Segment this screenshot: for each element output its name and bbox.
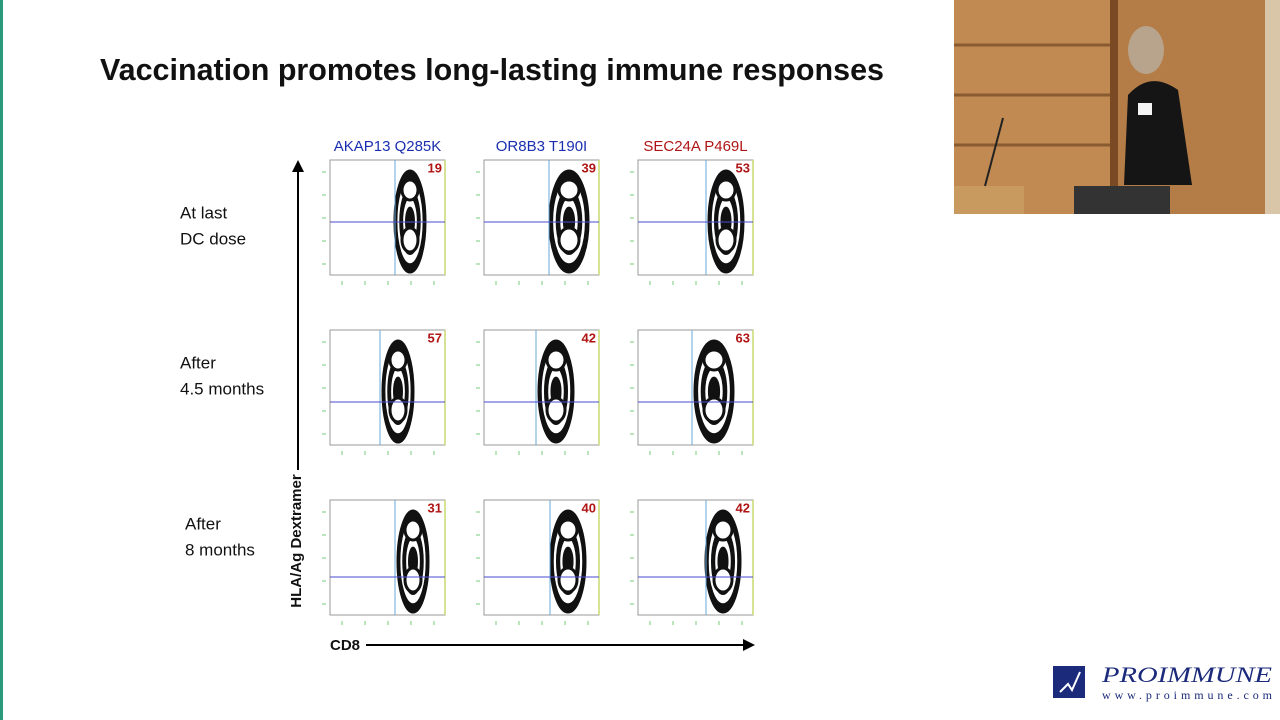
- contour: [702, 396, 726, 424]
- row-label: 4.5 months: [180, 379, 264, 398]
- contour: [400, 178, 420, 202]
- row-label: After: [180, 353, 216, 372]
- flow-plot: 31: [322, 499, 446, 625]
- contour: [715, 226, 737, 254]
- contour: [712, 566, 734, 594]
- flow-plot: 39: [476, 159, 600, 285]
- contour: [557, 566, 579, 594]
- percentage: 42: [736, 500, 750, 515]
- percentage: 63: [736, 330, 750, 345]
- flow-plot: 19: [322, 159, 446, 285]
- flow-plot: 40: [476, 499, 600, 625]
- axes: [292, 160, 755, 651]
- left-edge: [0, 0, 3, 720]
- x-axis-label: CD8: [330, 637, 360, 654]
- percentage: 19: [428, 160, 442, 175]
- contour: [545, 348, 567, 372]
- contour: [557, 518, 579, 542]
- flow-plot: 53: [630, 159, 754, 285]
- contour: [403, 566, 423, 594]
- column-header: AKAP13 Q285K: [334, 138, 442, 155]
- contour: [557, 178, 581, 202]
- flow-plot: 42: [476, 329, 600, 455]
- percentage: 57: [428, 330, 442, 345]
- contour: [388, 348, 408, 372]
- percentage: 39: [582, 160, 596, 175]
- flow-plot: 63: [630, 329, 754, 455]
- contour: [702, 348, 726, 372]
- percentage: 42: [582, 330, 596, 345]
- contour: [712, 518, 734, 542]
- row-label: 8 months: [185, 540, 255, 559]
- slide-title: Vaccination promotes long-lasting immune…: [100, 52, 884, 87]
- percentage: 40: [582, 500, 596, 515]
- logo-name: PROIMMUNE: [1101, 662, 1273, 687]
- contour: [557, 226, 581, 254]
- logo: PROIMMUNE www.proimmune.com: [1053, 662, 1273, 702]
- plot-frame: [329, 159, 446, 276]
- flow-plot: 42: [630, 499, 754, 625]
- logo-url: www.proimmune.com: [1102, 688, 1273, 702]
- percentage: 53: [736, 160, 750, 175]
- contour: [545, 396, 567, 424]
- speaker-video: [954, 0, 1280, 214]
- row-label: DC dose: [180, 229, 246, 248]
- column-header: SEC24A P469L: [643, 138, 747, 155]
- contour: [403, 518, 423, 542]
- row-label: At last: [180, 203, 228, 222]
- flow-plot: 57: [322, 329, 446, 455]
- y-axis-label: HLA/Ag Dextramer: [288, 474, 305, 608]
- percentage: 31: [428, 500, 442, 515]
- contour: [400, 226, 420, 254]
- contour: [388, 396, 408, 424]
- contour: [715, 178, 737, 202]
- row-label: After: [185, 514, 221, 533]
- column-header: OR8B3 T190I: [496, 138, 587, 155]
